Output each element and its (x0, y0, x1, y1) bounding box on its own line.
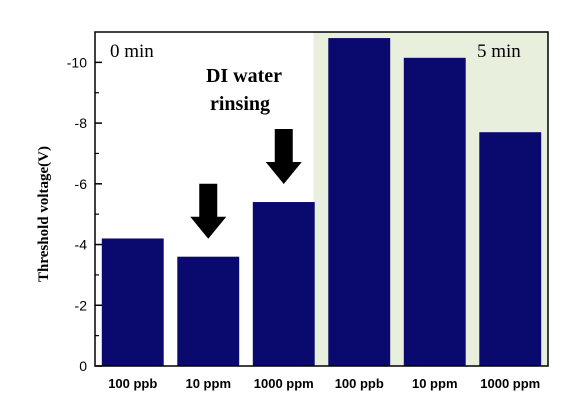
x-tick-label-5: 1000 ppm (480, 376, 540, 391)
group-label-5min: 5 min (477, 41, 521, 62)
y-tick-label-3: -6 (75, 176, 88, 192)
down-arrow-icon-1 (265, 129, 302, 185)
annotation-line1: DI water (206, 65, 282, 87)
plot-frame (94, 31, 549, 367)
bars-group (101, 38, 542, 367)
bar-1 (177, 256, 240, 366)
x-axis: 100 ppb 10 ppm 1000 ppm 100 ppb 10 ppm 1000 p… (108, 376, 540, 391)
bar-0 (101, 238, 164, 366)
group-label-0min: 0 min (110, 41, 154, 62)
bar-3 (328, 38, 391, 367)
y-tick-label-2: -4 (75, 237, 88, 253)
bar-5 (479, 132, 542, 366)
down-arrow-icon-0 (190, 183, 227, 239)
arrows-group (190, 129, 302, 239)
x-tick-label-4: 10 ppm (412, 376, 458, 391)
y-tick-label-4: -8 (75, 115, 88, 131)
y-axis-label: Threshold voltage(V) (36, 146, 52, 282)
y-tick-label-1: -2 (75, 297, 88, 313)
x-tick-label-3: 100 ppb (335, 376, 384, 391)
bar-2 (252, 202, 315, 366)
annotation-line2: rinsing (210, 93, 270, 115)
x-tick-label-1: 10 ppm (185, 376, 231, 391)
y-axis: 0 -2 -4 -6 -8 -10 (67, 54, 102, 374)
bar-4 (403, 57, 466, 367)
y-tick-label-5: -10 (67, 54, 87, 70)
x-tick-label-2: 1000 ppm (254, 376, 314, 391)
x-tick-label-0: 100 ppb (108, 376, 157, 391)
y-tick-label-0: 0 (79, 358, 87, 374)
